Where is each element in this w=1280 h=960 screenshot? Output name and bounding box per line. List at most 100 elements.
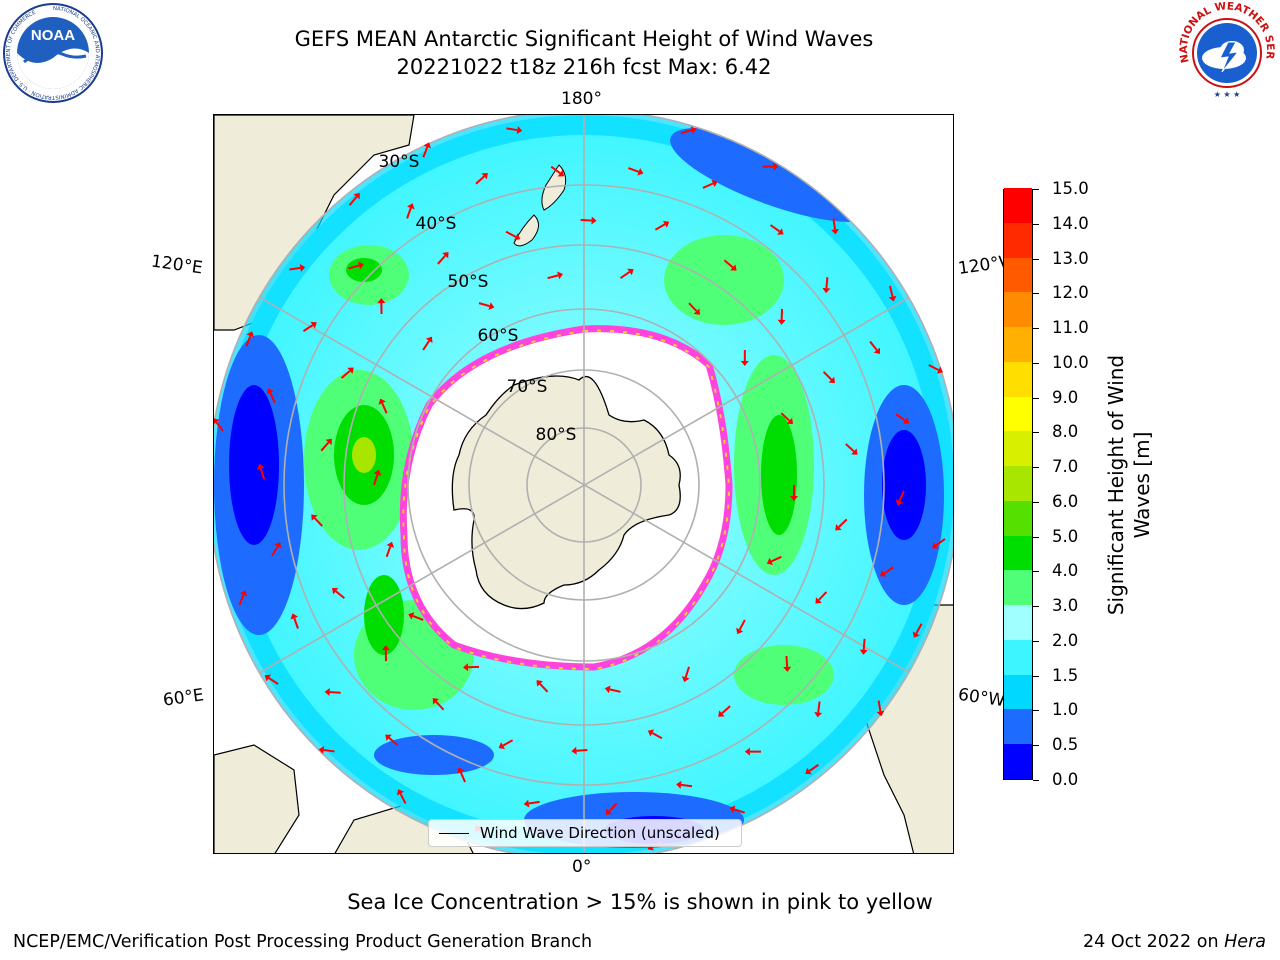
wave-arrow-shaft [293, 617, 299, 629]
wave-arrow-head [729, 805, 736, 814]
wave-arrow-head [396, 789, 404, 796]
wave-arrow-shaft [869, 340, 878, 351]
lon-label-0: 0° [572, 857, 592, 877]
wave-arrow-shaft [406, 207, 412, 219]
lat-label-70: 70°S [507, 377, 548, 397]
wave-arrow-shaft [769, 224, 781, 233]
wave-arrow-shaft [817, 701, 821, 713]
noaa-logo-text: NOAA [31, 27, 75, 44]
wave-arrow-shaft [628, 167, 640, 173]
wave-arrow-head [835, 524, 842, 531]
wave-arrow-shaft [608, 802, 618, 812]
chart-subtitle: 20221022 t18z 216h fcst Max: 6.42 [396, 55, 772, 79]
wave-arrow-head [324, 688, 330, 697]
colorbar-tick-label: 6.0 [1052, 491, 1079, 511]
colorbar-tick [1033, 745, 1039, 747]
colorbar-tick-label: 5.0 [1052, 526, 1079, 546]
lat-label-50: 50°S [448, 272, 489, 292]
map-panel: 30°S 40°S 50°S 60°S 70°S 80°S Wind Wave … [213, 114, 954, 854]
wave-arrow-head [627, 268, 634, 276]
wave-arrow-head [325, 438, 332, 446]
wave-arrow-head [730, 264, 737, 271]
wave-arrow-head [347, 367, 354, 374]
wave-arrow-head [536, 680, 543, 687]
colorbar-tick [1033, 606, 1039, 608]
colorbar-tick [1033, 293, 1039, 295]
wave-arrow-shaft [313, 517, 323, 527]
wave-arrow-head [766, 557, 773, 566]
wave-arrow-head [239, 590, 248, 597]
wave-arrow-shaft [889, 285, 894, 297]
wave-arrow-head [786, 417, 794, 425]
wave-arrow-shaft [822, 371, 833, 381]
lat-label-30: 30°S [379, 152, 420, 172]
wave-arrow-head [773, 162, 779, 171]
wave-arrow-shaft [238, 594, 245, 606]
wave-arrow-shaft [381, 402, 388, 414]
colorbar-tick [1033, 536, 1039, 538]
colorbar-tick [1033, 501, 1039, 503]
lon-label-60w: 60°W [956, 684, 1007, 712]
wave-arrow-shaft [289, 266, 301, 271]
wave-arrow-shaft [412, 614, 424, 621]
wave-arrow-head [777, 319, 786, 325]
wave-arrow-head [266, 388, 274, 395]
wave-arrow-head [693, 308, 701, 315]
wave-arrow-shaft [825, 277, 829, 289]
colorbar [1003, 187, 1033, 780]
colorbar-segment [1004, 500, 1032, 536]
wave-arrow-head [805, 767, 812, 775]
colorbar-tick [1033, 571, 1039, 573]
colorbar-segment [1004, 361, 1032, 397]
wave-arrow-shaft [883, 566, 894, 575]
colorbar-segment [1004, 604, 1032, 640]
wave-arrow-shaft [348, 196, 358, 206]
wave-arrow-shaft [505, 230, 517, 238]
wave-arrow-shaft [818, 591, 828, 601]
wave-arrow-shaft [862, 638, 866, 650]
wave-height-field [214, 115, 953, 853]
colorbar-tick [1033, 432, 1039, 434]
wave-arrow-head [442, 251, 449, 259]
wave-arrow-shaft [838, 518, 848, 528]
wave-arrow-head [828, 376, 835, 384]
wave-arrow-head [815, 597, 822, 604]
footer-org: NCEP/EMC/Verification Post Processing Pr… [13, 932, 593, 952]
wave-arrow-head [377, 298, 386, 304]
colorbar-tick-label: 1.0 [1052, 700, 1079, 720]
wave-arrow-shaft [935, 538, 946, 547]
wave-arrow-head [591, 216, 597, 225]
wave-arrow-head [246, 331, 255, 338]
wave-arrow-shaft [580, 219, 592, 222]
wave-arrow-shaft [528, 800, 540, 805]
wave-arrow-head [895, 499, 904, 506]
colorbar-tick-label: 15.0 [1052, 179, 1089, 198]
wave-arrow-head [523, 799, 530, 808]
wave-arrow-shaft [609, 688, 621, 693]
wave-arrow-shaft [680, 129, 692, 135]
wave-arrow-shaft [271, 545, 279, 557]
wave-arrow-shaft [259, 468, 266, 480]
wave-arrow-head [605, 808, 613, 815]
colorbar-tick [1033, 640, 1039, 642]
wave-arrow-head [318, 746, 325, 754]
colorbar-segment [1004, 430, 1032, 467]
wave-arrow-head [676, 780, 682, 789]
wave-arrow-shaft [302, 324, 314, 332]
wave-arrow-head [571, 746, 577, 755]
wave-arrow-head [876, 710, 885, 717]
wave-arrow-head [873, 347, 880, 355]
colorbar-segment [1004, 674, 1032, 710]
sea-ice-note: Sea Ice Concentration > 15% is shown in … [347, 890, 933, 914]
wave-arrow-shaft [388, 737, 399, 746]
wave-arrow-head [718, 710, 725, 717]
wave-arrow-head [423, 142, 431, 149]
wave-arrow-head [822, 287, 831, 294]
wave-arrow-head [557, 170, 565, 177]
colorbar-tick [1033, 258, 1039, 260]
wave-arrow-head [859, 649, 868, 655]
colorbar-tick-label: 1.5 [1052, 665, 1079, 685]
wave-arrow-shaft [385, 546, 392, 558]
wave-arrow-shaft [399, 793, 407, 804]
wave-arrow-head [274, 542, 282, 549]
